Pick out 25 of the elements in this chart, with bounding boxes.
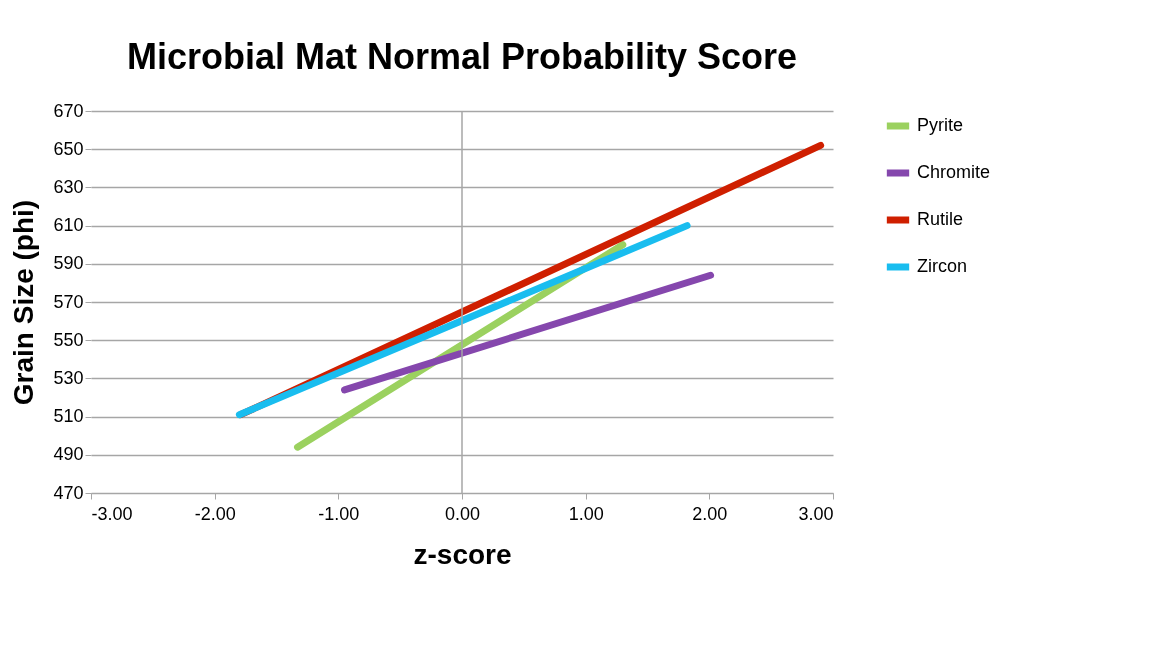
y-tick-label: 670: [53, 100, 84, 121]
x-axis-title: z-score: [413, 538, 512, 570]
y-tick-label: 510: [53, 406, 84, 427]
x-tick-label: -2.00: [194, 503, 236, 524]
y-tick-label: 490: [53, 444, 84, 465]
legend-label: Pyrite: [917, 115, 964, 135]
x-tick-label: 3.00: [798, 503, 834, 524]
y-tick-label: 550: [53, 329, 84, 350]
y-tick-label: 650: [53, 138, 84, 159]
x-tick-label: 1.00: [568, 503, 604, 524]
y-tick-label: 470: [53, 482, 84, 503]
x-tick-label: -3.00: [91, 503, 133, 524]
chart-title: Microbial Mat Normal Probability Score: [126, 36, 798, 77]
y-tick-label: 630: [53, 176, 84, 197]
y-tick-label: 610: [53, 215, 84, 236]
y-tick-label: 530: [53, 367, 84, 388]
y-tick-label: 570: [53, 291, 84, 312]
y-tick-label: 590: [53, 253, 84, 274]
x-tick-label: 2.00: [692, 503, 728, 524]
legend-label: Chromite: [917, 162, 991, 182]
legend-label: Rutile: [917, 209, 964, 229]
x-tick-label: 0.00: [444, 503, 481, 524]
x-tick-label: -1.00: [318, 503, 360, 524]
y-axis-title: Grain Size (phi): [8, 199, 40, 406]
legend-label: Zircon: [917, 256, 968, 276]
